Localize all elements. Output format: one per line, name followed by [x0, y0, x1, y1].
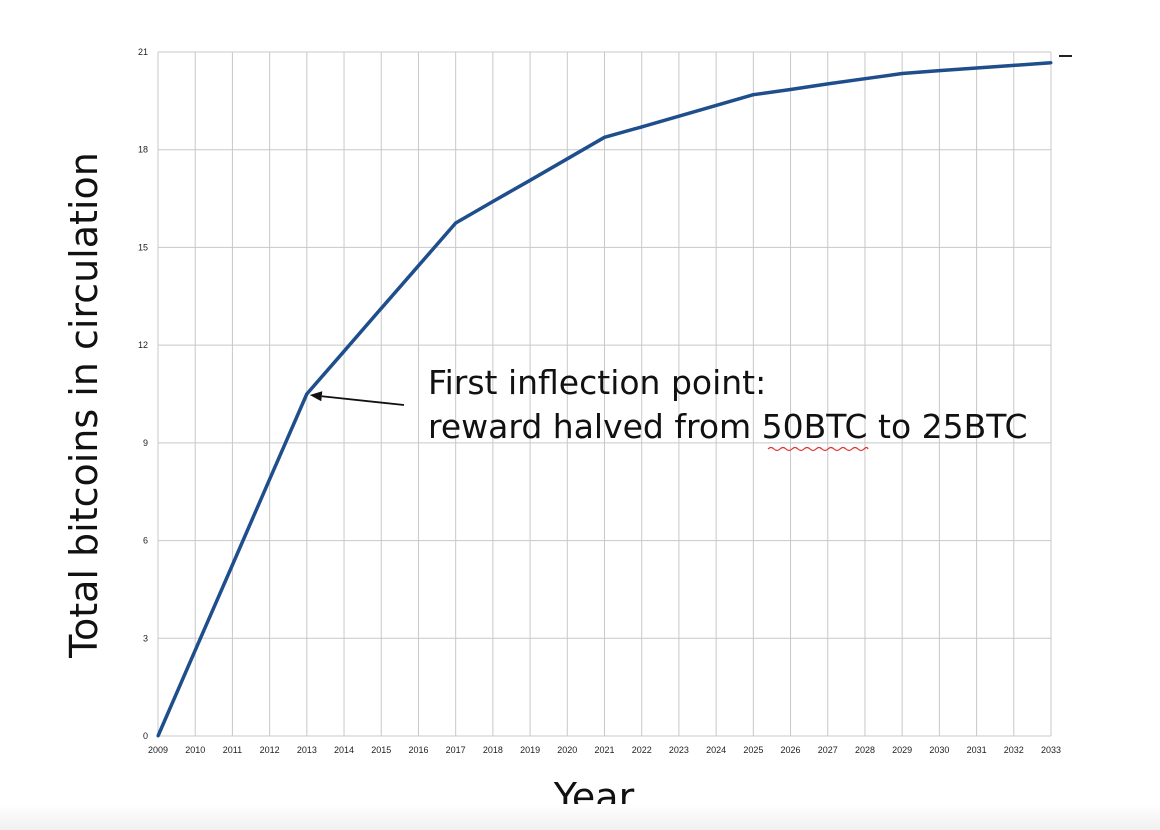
y-tick-label: 15	[138, 242, 148, 252]
y-tick-label: 12	[138, 340, 148, 350]
y-tick-label: 3	[143, 633, 148, 643]
data-point	[751, 93, 755, 97]
y-tick-label: 9	[143, 438, 148, 448]
annotation-line-2: reward halved from 50BTC to 25BTC	[428, 407, 1028, 446]
data-point	[937, 69, 941, 73]
bottom-strip	[0, 804, 1160, 830]
annotation-arrow	[321, 395, 405, 406]
x-tick-label: 2014	[334, 745, 354, 755]
x-tick-label: 2012	[260, 745, 280, 755]
y-tick-label: 0	[143, 731, 148, 741]
x-tick-label: 2016	[408, 745, 428, 755]
data-point	[826, 82, 830, 86]
x-tick-label: 2009	[148, 745, 168, 755]
x-tick-label: 2028	[855, 745, 875, 755]
data-point	[640, 125, 644, 129]
data-point	[379, 306, 383, 310]
x-tick-labels: 2009 2010 2011 2012 2013 2014 2015 2016 2017 2018…	[148, 745, 1061, 755]
x-tick-label: 2022	[632, 745, 652, 755]
x-tick-label: 2010	[185, 745, 205, 755]
x-tick-label: 2033	[1041, 745, 1061, 755]
y-tick-label: 21	[138, 47, 148, 57]
data-point	[454, 221, 458, 225]
data-point	[491, 200, 495, 204]
x-tick-label: 2020	[557, 745, 577, 755]
x-tick-label: 2019	[520, 745, 540, 755]
x-tick-label: 2024	[706, 745, 726, 755]
x-tick-label: 2021	[594, 745, 614, 755]
data-point	[863, 77, 867, 81]
data-point	[268, 477, 272, 481]
data-point	[1049, 61, 1053, 65]
x-tick-label: 2017	[446, 745, 466, 755]
x-tick-label: 2029	[892, 745, 912, 755]
spellcheck-squiggle	[767, 446, 869, 452]
x-tick-label: 2011	[223, 745, 242, 755]
x-tick-label: 2025	[743, 745, 763, 755]
data-point	[603, 135, 606, 139]
annotation-line-1: First inflection point:	[428, 363, 766, 402]
data-point	[975, 66, 979, 70]
x-tick-label: 2015	[371, 745, 391, 755]
x-tick-label: 2030	[929, 745, 949, 755]
x-tick-label: 2023	[669, 745, 689, 755]
data-point	[416, 264, 420, 268]
data-point	[565, 157, 569, 161]
data-point	[156, 734, 160, 738]
data-point	[230, 563, 234, 567]
y-tick-label: 18	[138, 145, 148, 155]
data-point	[305, 392, 309, 396]
grid	[157, 51, 1052, 737]
x-tick-label: 2032	[1004, 745, 1024, 755]
y-tick-labels: 0 3 6 9 12 15 18 21	[138, 47, 148, 741]
data-point	[342, 349, 346, 353]
data-point	[714, 103, 718, 107]
x-tick-label: 2027	[818, 745, 838, 755]
y-tick-label: 6	[143, 536, 148, 546]
data-point	[789, 87, 793, 91]
y-axis-label: Total bitcoins in circulation	[62, 152, 106, 659]
annotation-arrowhead	[309, 391, 323, 402]
x-tick-label: 2013	[297, 745, 317, 755]
data-point	[677, 114, 681, 118]
data-point	[193, 648, 197, 652]
x-tick-label: 2031	[967, 745, 987, 755]
x-tick-label: 2026	[781, 745, 801, 755]
data-points	[156, 61, 1053, 738]
data-point	[1012, 63, 1016, 67]
data-point	[528, 178, 532, 182]
data-point	[900, 71, 904, 75]
x-tick-label: 2018	[483, 745, 503, 755]
